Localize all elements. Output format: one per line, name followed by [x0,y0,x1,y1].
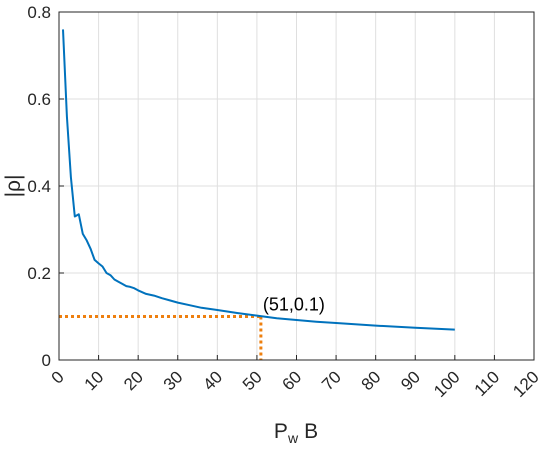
y-axis-ticks: 0 0.2 0.4 0.6 0.8 [27,3,64,370]
x-tick-label: 40 [199,367,226,394]
x-tick-label: 0 [48,367,68,387]
x-tick-label: 80 [358,367,385,394]
y-tick-label: 0.6 [27,90,51,109]
x-tick-label: 120 [509,367,542,400]
x-axis-label: Pw B [274,420,318,446]
x-tick-label: 30 [160,367,187,394]
x-tick-label: 10 [81,367,108,394]
x-axis-label-main: P [274,420,288,443]
y-tick-label: 0.4 [27,177,51,196]
x-tick-label: 50 [239,367,266,394]
x-tick-label: 110 [471,367,504,400]
x-axis-label-tail: B [304,420,318,443]
x-tick-label: 20 [120,367,147,394]
series-line [62,29,455,331]
y-tick-label: 0.2 [27,264,51,283]
x-tick-label: 90 [397,367,424,394]
y-axis-label: |ρ| [2,175,25,198]
x-tick-label: 100 [430,367,463,400]
y-tick-label: 0.8 [27,3,51,22]
x-tick-label: 60 [279,367,306,394]
y-tick-label: 0 [42,351,51,370]
x-axis-label-subscript: w [287,430,299,446]
x-axis-ticks: 0 10 20 30 40 50 60 70 80 90 100 110 120 [48,355,543,401]
reference-lines [59,315,263,360]
series-group [62,29,455,331]
annotation-label: (51,0.1) [263,295,325,315]
x-tick-label: 70 [318,367,345,394]
